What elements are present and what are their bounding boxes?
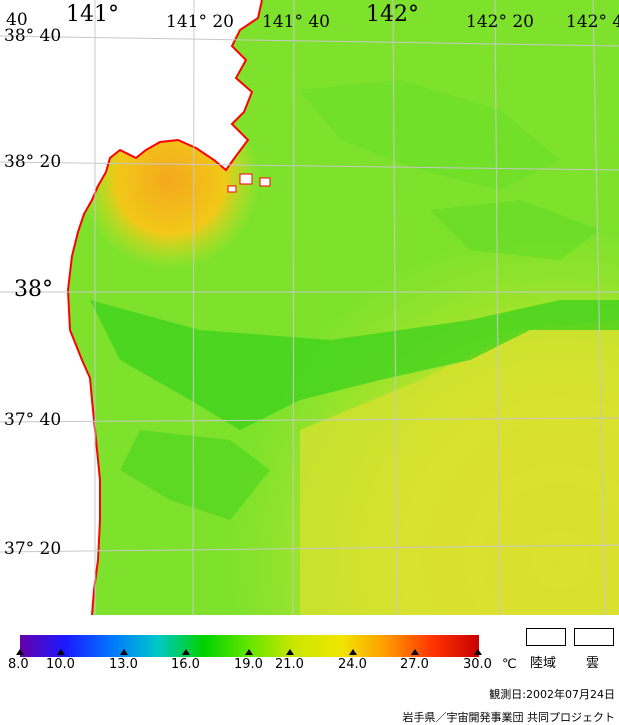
meridian-2 (192, 0, 195, 615)
credit-line: 岩手県／宇宙開発事業団 共同プロジェクト (402, 711, 616, 724)
unit-label: ℃ (502, 657, 517, 672)
cloud-patches (227, 173, 271, 193)
graticule (0, 0, 619, 615)
lon-label-141-20: 141° 20 (166, 12, 234, 32)
tick-label-30: 30.0 (463, 657, 492, 672)
meridian-6 (592, 0, 606, 615)
tick-marker-27 (411, 649, 419, 655)
land-key-box (526, 628, 566, 646)
cloud-key-label: 雲 (586, 656, 600, 671)
lat-label-38-20: 38° 20 (4, 152, 62, 172)
sea-surface-temperature-map: 141° 141° 20 141° 40 142° 142° 20 142° 4… (0, 0, 619, 615)
tick-label-10: 10.0 (46, 657, 75, 672)
tick-marker-19 (245, 649, 253, 655)
tick-label-19: 19.0 (234, 657, 263, 672)
tick-label-24: 24.0 (338, 657, 367, 672)
tick-marker-24 (349, 649, 357, 655)
temperature-color-scale (20, 635, 479, 657)
tick-label-13: 13.0 (109, 657, 138, 672)
map-canvas (0, 0, 619, 615)
coastline (66, 0, 263, 615)
lat-label-38: 38° (14, 277, 53, 302)
meridian-5 (494, 0, 501, 615)
lat-label-37-20: 37° 20 (4, 539, 62, 559)
lat-label-40-fragment: 40 (6, 10, 28, 30)
lon-label-142: 142° (366, 2, 419, 27)
legend-panel (0, 615, 619, 725)
lon-label-141-40: 141° 40 (262, 12, 330, 32)
parallel-4 (0, 417, 619, 423)
cloud-key-box (574, 628, 614, 646)
meridian-3 (292, 0, 295, 615)
lon-label-142-20: 142° 20 (466, 12, 534, 32)
tick-marker-21 (286, 649, 294, 655)
land-key-label: 陸域 (530, 656, 557, 671)
lon-label-141: 141° (66, 2, 119, 27)
tick-marker-10 (57, 649, 65, 655)
meridian-4 (392, 0, 398, 615)
parallel-2 (0, 161, 619, 171)
parallel-1 (0, 35, 619, 47)
tick-marker-30 (474, 649, 482, 655)
tick-marker-16 (182, 649, 190, 655)
tick-label-16: 16.0 (171, 657, 200, 672)
observation-date: 観測日:2002年07月24日 (489, 688, 615, 701)
tick-marker-13 (120, 649, 128, 655)
lat-label-37-40: 37° 40 (4, 410, 62, 430)
tick-label-8: 8.0 (8, 657, 29, 672)
tick-marker-8 (16, 649, 24, 655)
tick-label-27: 27.0 (400, 657, 429, 672)
parallel-5 (0, 544, 619, 553)
lat-label-38-40: 38° 40 (4, 26, 62, 46)
lon-label-142-40: 142° 4 (566, 12, 619, 32)
tick-label-21: 21.0 (275, 657, 304, 672)
land-area (0, 0, 262, 615)
